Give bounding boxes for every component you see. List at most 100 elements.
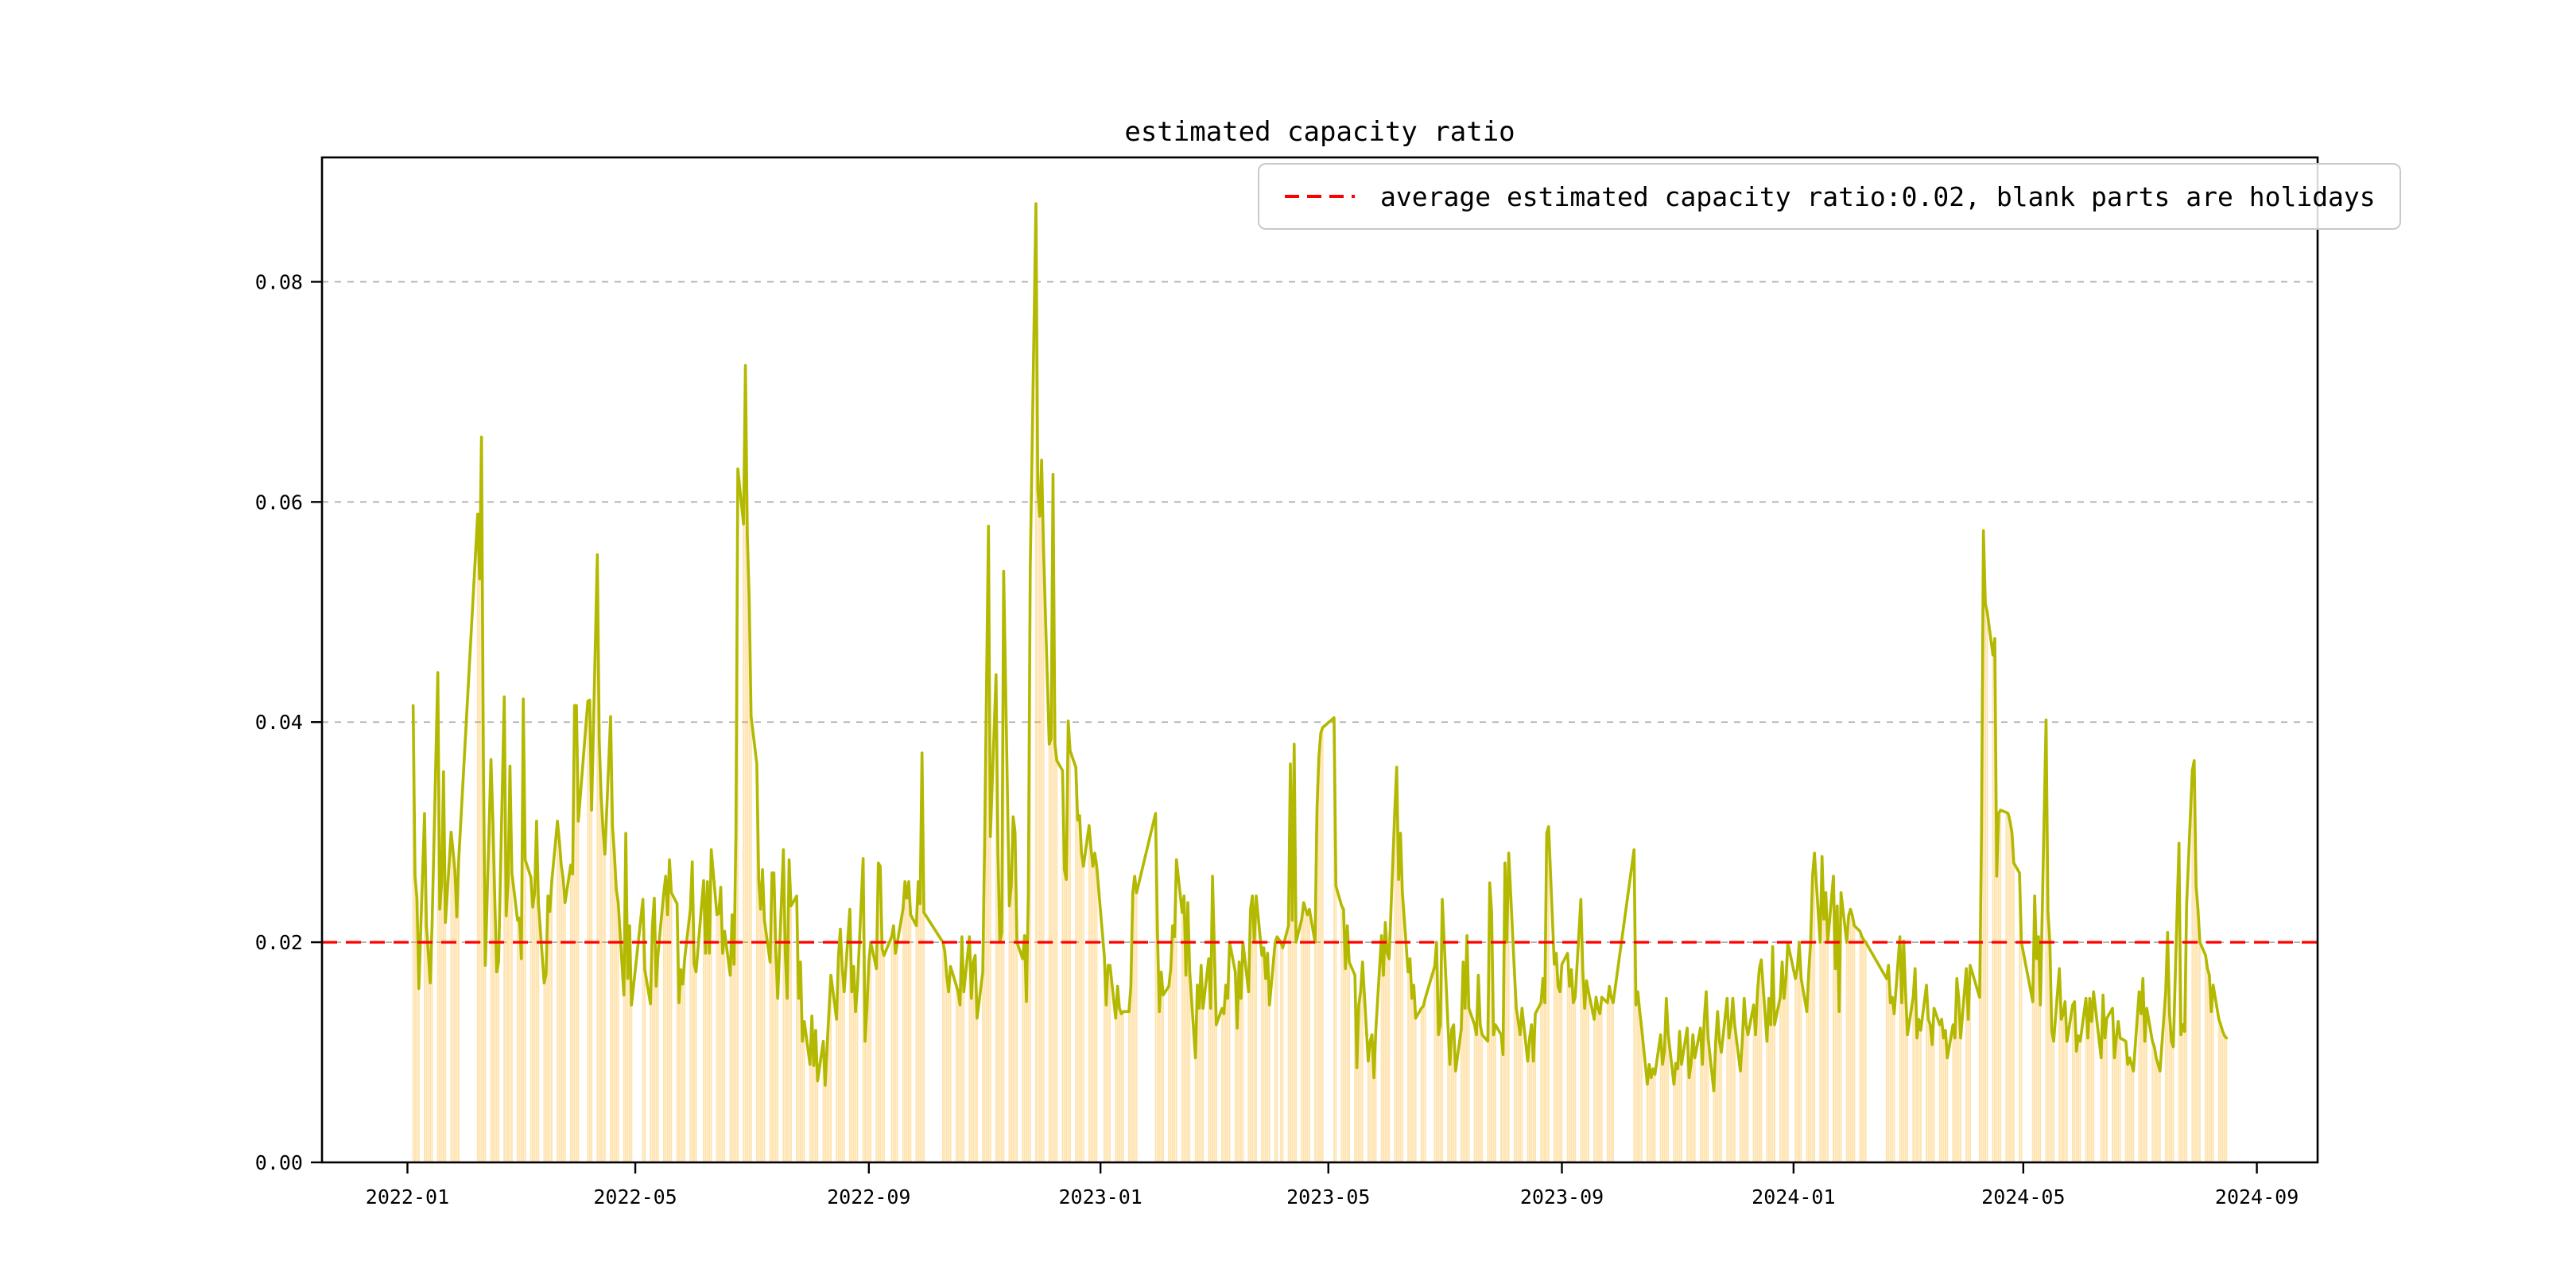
bar xyxy=(1728,1038,1730,1162)
bar xyxy=(1048,743,1050,1162)
bar xyxy=(657,952,659,1162)
bar xyxy=(1274,942,1276,1162)
bar xyxy=(867,962,870,1162)
bar xyxy=(628,925,630,1162)
bar xyxy=(1938,1024,1941,1162)
bar xyxy=(1718,1041,1721,1162)
bar xyxy=(1295,942,1298,1162)
bar xyxy=(1811,876,1814,1162)
bar xyxy=(1646,1084,1648,1162)
bar xyxy=(691,862,693,1162)
bar xyxy=(1766,1041,1768,1162)
bar xyxy=(2225,1038,2228,1162)
bar xyxy=(596,554,599,1162)
bar xyxy=(817,1080,819,1162)
bar xyxy=(1648,1064,1651,1162)
bar xyxy=(1135,892,1138,1162)
bar xyxy=(1134,876,1136,1162)
bar xyxy=(1220,1008,1224,1162)
bar xyxy=(417,988,420,1162)
bar xyxy=(1029,568,1031,1162)
bar xyxy=(2217,1019,2220,1162)
bar xyxy=(1515,1008,1518,1162)
bar xyxy=(1587,991,1589,1162)
bar xyxy=(836,1019,838,1162)
bar xyxy=(890,937,893,1162)
bar xyxy=(1209,1008,1212,1162)
bar xyxy=(1677,1069,1679,1162)
bar xyxy=(1800,978,1802,1162)
bar xyxy=(1395,766,1398,1162)
bar xyxy=(1261,955,1263,1162)
bar xyxy=(1420,1008,1422,1162)
legend: average estimated capacity ratio:0.02, b… xyxy=(1258,163,2401,230)
bar xyxy=(425,925,428,1162)
bar xyxy=(2143,1041,2146,1162)
bar xyxy=(797,998,800,1162)
bar xyxy=(2058,968,2061,1162)
bar xyxy=(416,898,418,1162)
bar xyxy=(1356,1067,1358,1162)
bar xyxy=(896,942,898,1162)
bar xyxy=(1887,965,1890,1162)
bar xyxy=(1519,1034,1521,1162)
bar xyxy=(1052,474,1054,1162)
legend-label: average estimated capacity ratio:0.02, b… xyxy=(1380,180,2376,212)
bar xyxy=(1012,817,1014,1162)
bar xyxy=(1023,935,1026,1162)
bar xyxy=(1929,1024,1931,1162)
bar xyxy=(1464,1008,1466,1162)
bar xyxy=(653,898,655,1162)
bar xyxy=(737,468,739,1162)
bar xyxy=(735,832,737,1162)
bar xyxy=(945,975,948,1162)
bar xyxy=(522,699,525,1162)
bar xyxy=(1492,1034,1495,1162)
bar xyxy=(2153,1046,2155,1162)
bar xyxy=(1107,965,1109,1162)
bar xyxy=(1787,943,1789,1162)
bar xyxy=(1530,1024,1533,1162)
bar xyxy=(423,813,425,1162)
bar xyxy=(1600,997,1603,1162)
bar xyxy=(1305,909,1307,1162)
bar xyxy=(1732,998,1734,1162)
bar xyxy=(972,962,975,1162)
bar xyxy=(1380,935,1383,1162)
bar xyxy=(2193,760,2195,1162)
bar xyxy=(1212,876,1214,1162)
bar xyxy=(2102,995,2105,1162)
bar xyxy=(1674,1063,1677,1162)
bar xyxy=(824,1085,826,1162)
bar xyxy=(2050,1031,2053,1162)
bar xyxy=(1202,1008,1205,1162)
bar xyxy=(1255,895,1258,1162)
bar xyxy=(630,1005,633,1162)
bar xyxy=(2198,942,2201,1162)
bar xyxy=(1532,1061,1534,1162)
bar xyxy=(1982,530,1984,1162)
bar xyxy=(572,874,574,1162)
bar xyxy=(1407,972,1410,1162)
x-axis-ticks: 2022-01 2022-05 2022-09 2023-01 2023-05 2023-… xyxy=(366,1162,2299,1208)
bar xyxy=(547,895,549,1162)
bar xyxy=(1825,892,1827,1162)
bar xyxy=(623,995,625,1162)
bar xyxy=(1534,1014,1537,1162)
bar xyxy=(1041,460,1043,1162)
bar xyxy=(1156,931,1158,1162)
bar xyxy=(1834,968,1837,1162)
bar xyxy=(1038,516,1041,1162)
bar xyxy=(1174,937,1176,1162)
bar xyxy=(708,952,711,1162)
bar xyxy=(1667,1034,1670,1162)
bar xyxy=(949,966,952,1162)
bar xyxy=(1756,991,1759,1162)
bar xyxy=(1240,998,1242,1162)
bar xyxy=(454,871,456,1162)
bar xyxy=(2062,1014,2064,1162)
bar xyxy=(1823,919,1825,1162)
bar xyxy=(2146,1008,2148,1162)
bar xyxy=(693,964,696,1162)
x-tick-label: 2022-05 xyxy=(593,1185,677,1208)
